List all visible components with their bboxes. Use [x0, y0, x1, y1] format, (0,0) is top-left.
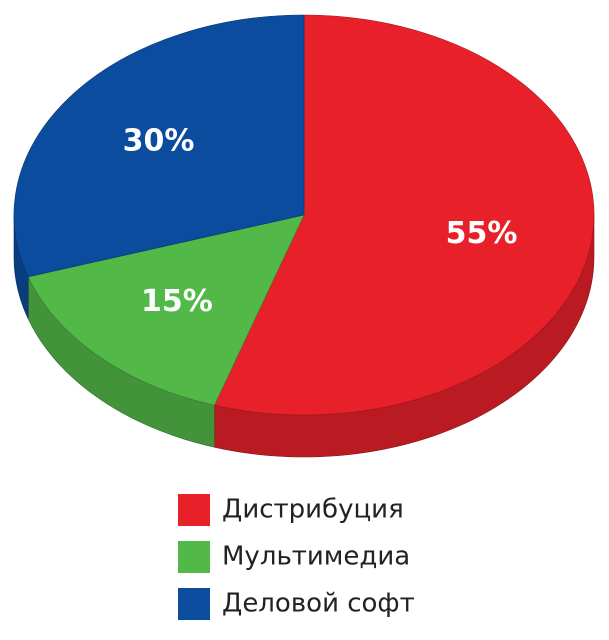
slice [27, 214, 305, 406]
value-label: 15% [141, 284, 213, 319]
legend-swatch [178, 494, 210, 526]
legend-label: Дистрибуция [222, 495, 404, 525]
slice [13, 14, 305, 278]
slice [213, 14, 595, 416]
legend-label: Деловой софт [222, 589, 415, 619]
value-label: 55% [446, 216, 518, 251]
legend-label: Мультимедиа [222, 542, 410, 572]
legend-swatch [178, 588, 210, 620]
value-label: 30% [123, 124, 195, 159]
legend-swatch [178, 541, 210, 573]
